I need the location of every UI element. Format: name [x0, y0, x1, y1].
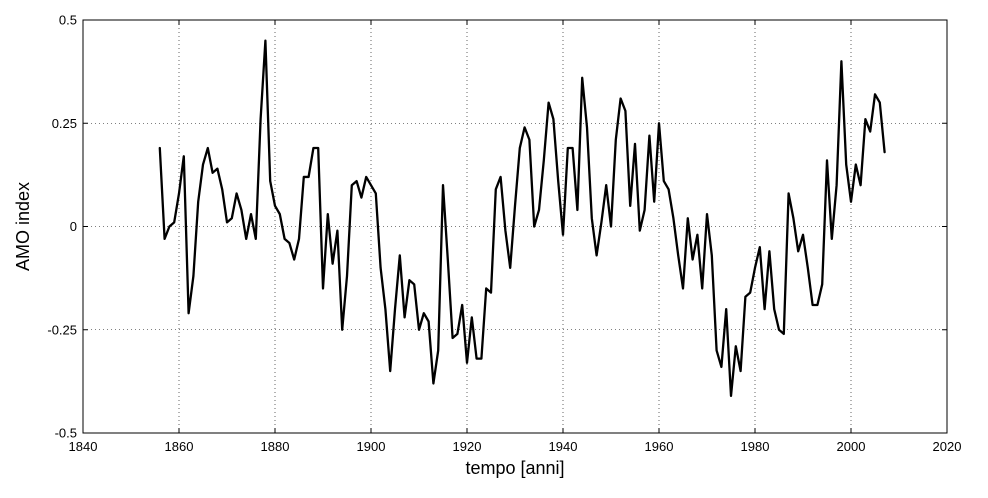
y-tick-label: 0.25	[52, 116, 77, 131]
x-tick-labels: 1840 1860 1880 1900 1920 1940 1960 1980 2000 2020	[69, 439, 962, 454]
y-tick-labels: -0.5 -0.25 0 0.25 0.5	[47, 13, 77, 441]
x-tick-label: 1900	[357, 439, 386, 454]
amo-series-line	[158, 39, 886, 397]
x-tick-label: 1840	[69, 439, 98, 454]
y-tick-label: -0.5	[55, 426, 77, 441]
x-tick-label: 1860	[165, 439, 194, 454]
x-tick-label: 1880	[261, 439, 290, 454]
y-axis-title: AMO index	[13, 182, 33, 271]
grid-lines	[83, 20, 947, 433]
y-tick-label: -0.25	[47, 322, 77, 337]
x-tick-label: 2000	[837, 439, 866, 454]
tick-marks	[82, 19, 948, 434]
x-tick-label: 1920	[453, 439, 482, 454]
x-tick-label: 2020	[933, 439, 962, 454]
x-tick-label: 1980	[741, 439, 770, 454]
y-tick-label: 0	[70, 219, 77, 234]
x-tick-label: 1960	[645, 439, 674, 454]
series-group	[158, 39, 886, 397]
y-tick-label: 0.5	[59, 13, 77, 28]
x-tick-label: 1940	[549, 439, 578, 454]
x-axis-title: tempo [anni]	[465, 458, 564, 478]
